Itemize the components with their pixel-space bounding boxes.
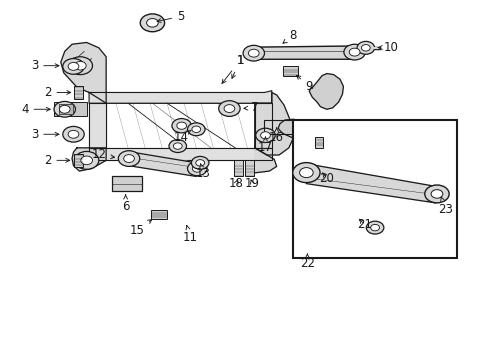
Circle shape [118, 151, 140, 166]
Circle shape [177, 122, 187, 129]
Polygon shape [283, 66, 297, 76]
Text: 3: 3 [31, 59, 59, 72]
Text: 16: 16 [269, 128, 284, 144]
Circle shape [63, 126, 84, 142]
Circle shape [81, 156, 93, 165]
Circle shape [362, 45, 370, 51]
Polygon shape [54, 102, 87, 116]
FancyBboxPatch shape [74, 154, 83, 167]
Polygon shape [251, 46, 357, 59]
Circle shape [63, 59, 84, 74]
Text: 14: 14 [173, 130, 191, 144]
Polygon shape [72, 148, 106, 171]
Circle shape [74, 152, 99, 169]
Text: 6: 6 [122, 195, 129, 213]
Circle shape [173, 143, 182, 149]
Text: 2: 2 [44, 154, 70, 167]
Text: 3: 3 [31, 128, 59, 141]
Text: 9: 9 [296, 75, 313, 93]
Circle shape [172, 118, 192, 133]
Text: 21: 21 [357, 218, 372, 231]
Circle shape [293, 163, 320, 183]
Bar [293, 120, 458, 258]
Text: 5: 5 [157, 10, 184, 23]
Text: 7: 7 [244, 102, 259, 114]
Circle shape [193, 165, 202, 172]
Polygon shape [59, 104, 74, 113]
Circle shape [169, 140, 187, 153]
Circle shape [243, 45, 265, 61]
Circle shape [357, 41, 374, 54]
Polygon shape [89, 91, 272, 103]
Circle shape [434, 190, 444, 198]
Circle shape [68, 130, 79, 138]
Circle shape [367, 221, 384, 234]
Polygon shape [89, 148, 272, 160]
Polygon shape [89, 103, 106, 148]
Circle shape [54, 102, 75, 117]
Circle shape [196, 159, 204, 166]
Text: 1: 1 [232, 54, 244, 78]
Text: 19: 19 [245, 177, 260, 190]
Circle shape [59, 105, 70, 113]
Polygon shape [301, 246, 317, 253]
Circle shape [219, 101, 240, 116]
Polygon shape [278, 119, 306, 138]
Text: 8: 8 [283, 29, 296, 43]
Circle shape [431, 190, 443, 198]
Circle shape [224, 105, 235, 112]
Text: 10: 10 [378, 41, 398, 54]
Circle shape [256, 128, 275, 143]
Polygon shape [61, 42, 106, 103]
Circle shape [74, 62, 86, 70]
Circle shape [248, 49, 259, 57]
Circle shape [349, 48, 360, 56]
Text: 1: 1 [222, 54, 244, 84]
Circle shape [425, 185, 449, 203]
Circle shape [344, 44, 366, 60]
Polygon shape [127, 152, 200, 176]
Circle shape [371, 224, 379, 231]
Circle shape [147, 18, 158, 27]
FancyBboxPatch shape [74, 86, 83, 99]
Circle shape [192, 157, 209, 169]
Polygon shape [255, 148, 277, 173]
Circle shape [261, 132, 270, 139]
Polygon shape [151, 210, 167, 219]
Circle shape [123, 155, 134, 162]
Polygon shape [305, 165, 441, 203]
Bar [264, 120, 293, 134]
Circle shape [428, 186, 450, 202]
Text: 15: 15 [129, 220, 152, 237]
Text: 12: 12 [91, 148, 115, 162]
Circle shape [299, 168, 313, 177]
Circle shape [68, 57, 93, 75]
Polygon shape [255, 103, 272, 148]
Circle shape [140, 14, 165, 32]
Circle shape [192, 126, 201, 132]
Text: 13: 13 [196, 164, 211, 180]
Text: 18: 18 [229, 177, 244, 190]
Polygon shape [255, 93, 294, 155]
Text: 4: 4 [21, 103, 50, 116]
Text: 20: 20 [319, 172, 334, 185]
Text: 2: 2 [44, 86, 71, 99]
Circle shape [68, 63, 79, 70]
Text: 22: 22 [300, 254, 315, 270]
Text: 17: 17 [258, 137, 273, 154]
Polygon shape [309, 73, 343, 109]
Text: 11: 11 [183, 225, 198, 244]
Bar [245, 160, 254, 176]
Polygon shape [113, 176, 142, 192]
Bar [234, 160, 243, 176]
Circle shape [188, 123, 205, 136]
Circle shape [188, 161, 207, 176]
Text: 23: 23 [438, 197, 453, 216]
Polygon shape [315, 137, 323, 148]
